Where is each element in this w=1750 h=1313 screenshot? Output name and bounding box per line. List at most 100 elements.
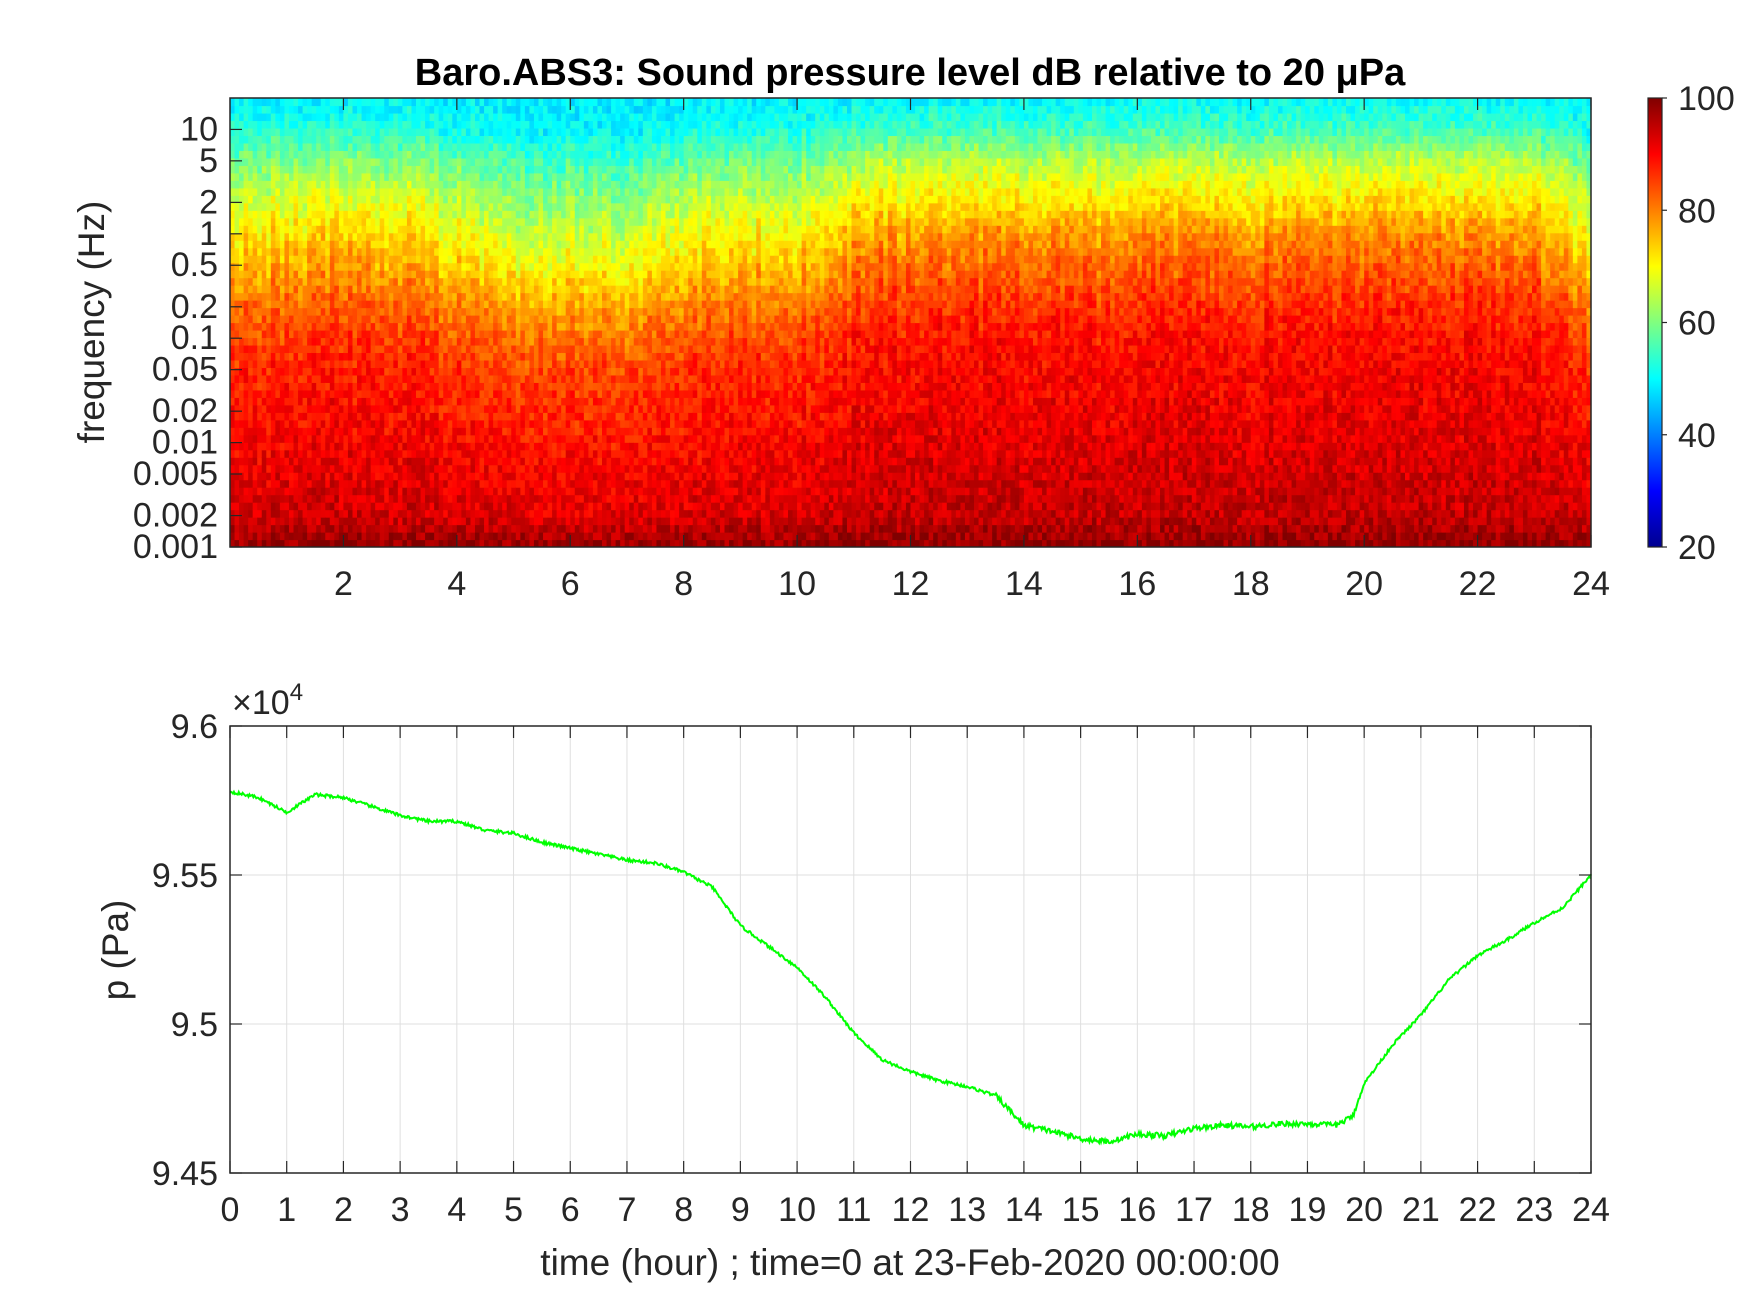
- spectrogram-cell: [347, 494, 354, 503]
- spectrogram-cell: [293, 457, 299, 466]
- spectrogram-cell: [257, 329, 263, 339]
- spectrogram-cell: [411, 292, 417, 301]
- spectrogram-cell: [538, 315, 544, 324]
- spectrogram-cell: [538, 494, 544, 503]
- spectrogram-cell: [524, 307, 531, 316]
- spectrogram-cell: [497, 247, 503, 256]
- spectrogram-cell: [279, 427, 286, 436]
- spectrogram-cell: [511, 240, 517, 249]
- spectrogram-cell: [343, 165, 349, 174]
- spectrogram-cell: [479, 300, 485, 309]
- spectrogram-cell: [266, 292, 272, 301]
- spectrogram-cell: [420, 292, 426, 301]
- spectrogram-cell: [547, 487, 553, 496]
- spectrogram-cell: [411, 232, 417, 241]
- spectrogram-cell: [443, 225, 449, 234]
- spectrogram-cell: [248, 397, 254, 406]
- spectrogram-cell: [379, 494, 385, 503]
- spectrogram-cell: [592, 112, 599, 122]
- spectrogram-cell: [556, 105, 562, 114]
- spectrogram-cell: [275, 172, 281, 181]
- spectrogram-cell: [384, 135, 390, 144]
- spectrogram-cell: [416, 135, 422, 144]
- spectrogram-cell: [456, 367, 462, 376]
- spectrogram-cell: [384, 329, 390, 339]
- spectrogram-cell: [425, 172, 431, 181]
- spectrogram-cell: [406, 247, 413, 256]
- spectrogram-cell: [533, 150, 540, 159]
- spectrogram-cell: [538, 329, 544, 339]
- spectrogram-cell: [474, 232, 481, 241]
- spectrogram-cell: [474, 225, 481, 234]
- spectrogram-cell: [547, 524, 553, 533]
- spectrogram-cell: [488, 105, 494, 114]
- spectrogram-cell: [279, 404, 286, 413]
- spectrogram-cell: [556, 367, 562, 376]
- spectrogram-cell: [524, 127, 531, 137]
- spectrogram-cell: [520, 187, 526, 196]
- spectrogram-cell: [416, 352, 422, 361]
- spectrogram-cell: [257, 270, 263, 279]
- spectrogram-cell: [288, 502, 295, 511]
- spectrogram-cell: [511, 337, 517, 346]
- spectrogram-cell: [416, 382, 422, 391]
- spectrogram-cell: [434, 329, 440, 339]
- spectrogram-cell: [357, 487, 363, 496]
- spectrogram-cell: [461, 315, 467, 324]
- spectrogram-cell: [411, 517, 417, 526]
- spectrogram-cell: [320, 442, 326, 451]
- spectrogram-cell: [592, 202, 599, 211]
- spectrogram-cell: [602, 442, 608, 451]
- spectrogram-cell: [538, 262, 544, 271]
- spectrogram-cell: [497, 509, 503, 518]
- spectrogram-cell: [533, 412, 540, 421]
- spectrogram-cell: [234, 180, 240, 189]
- spectrogram-cell: [556, 539, 562, 547]
- spectrogram-cell: [583, 509, 589, 518]
- spectrogram-cell: [597, 225, 603, 234]
- spectrogram-cell: [347, 344, 354, 354]
- spectrogram-cell: [484, 210, 490, 219]
- spectrogram-cell: [438, 112, 444, 122]
- spectrogram-cell: [502, 509, 508, 518]
- spectrogram-cell: [375, 382, 381, 391]
- spectrogram-cell: [370, 344, 376, 354]
- spectrogram-cell: [493, 202, 499, 211]
- spectrogram-cell: [416, 225, 422, 234]
- spectrogram-cell: [479, 419, 485, 428]
- spectrogram-cell: [538, 352, 544, 361]
- spectrogram-cell: [425, 255, 431, 264]
- spectrogram-cell: [243, 307, 249, 316]
- spectrogram-cell: [434, 412, 440, 421]
- spectrogram-cell: [397, 494, 403, 503]
- spectrogram-cell: [429, 285, 435, 294]
- spectrogram-cell: [456, 479, 462, 488]
- spectrogram-cell: [320, 270, 326, 279]
- spectrogram-cell: [484, 247, 490, 256]
- spectrogram-cell: [279, 240, 286, 249]
- spectrogram-cell: [293, 315, 299, 324]
- spectrogram-cell: [429, 142, 435, 151]
- spectrogram-cell: [311, 412, 317, 421]
- spectrogram-cell: [561, 255, 567, 264]
- spectrogram-cell: [302, 502, 308, 511]
- spectrogram-cell: [588, 217, 594, 226]
- spectrogram-cell: [270, 232, 276, 241]
- spectrogram-cell: [257, 412, 263, 421]
- spectrogram-cell: [384, 337, 390, 346]
- spectrogram-cell: [538, 397, 544, 406]
- spectrogram-cell: [479, 502, 485, 511]
- spectrogram-cell: [361, 404, 367, 413]
- spectrogram-cell: [284, 172, 290, 181]
- spectrogram-cell: [438, 539, 444, 547]
- spectrogram-cell: [602, 98, 608, 107]
- spectrogram-cell: [465, 142, 472, 151]
- spectrogram-cell: [366, 127, 372, 137]
- spectrogram-cell: [347, 105, 354, 114]
- spectrogram-cell: [502, 195, 508, 204]
- spectrogram-cell: [493, 532, 499, 541]
- spectrogram-cell: [488, 127, 494, 137]
- spectrogram-cell: [402, 344, 408, 354]
- spectrogram-cell: [506, 442, 512, 451]
- spectrogram-cell: [538, 404, 544, 413]
